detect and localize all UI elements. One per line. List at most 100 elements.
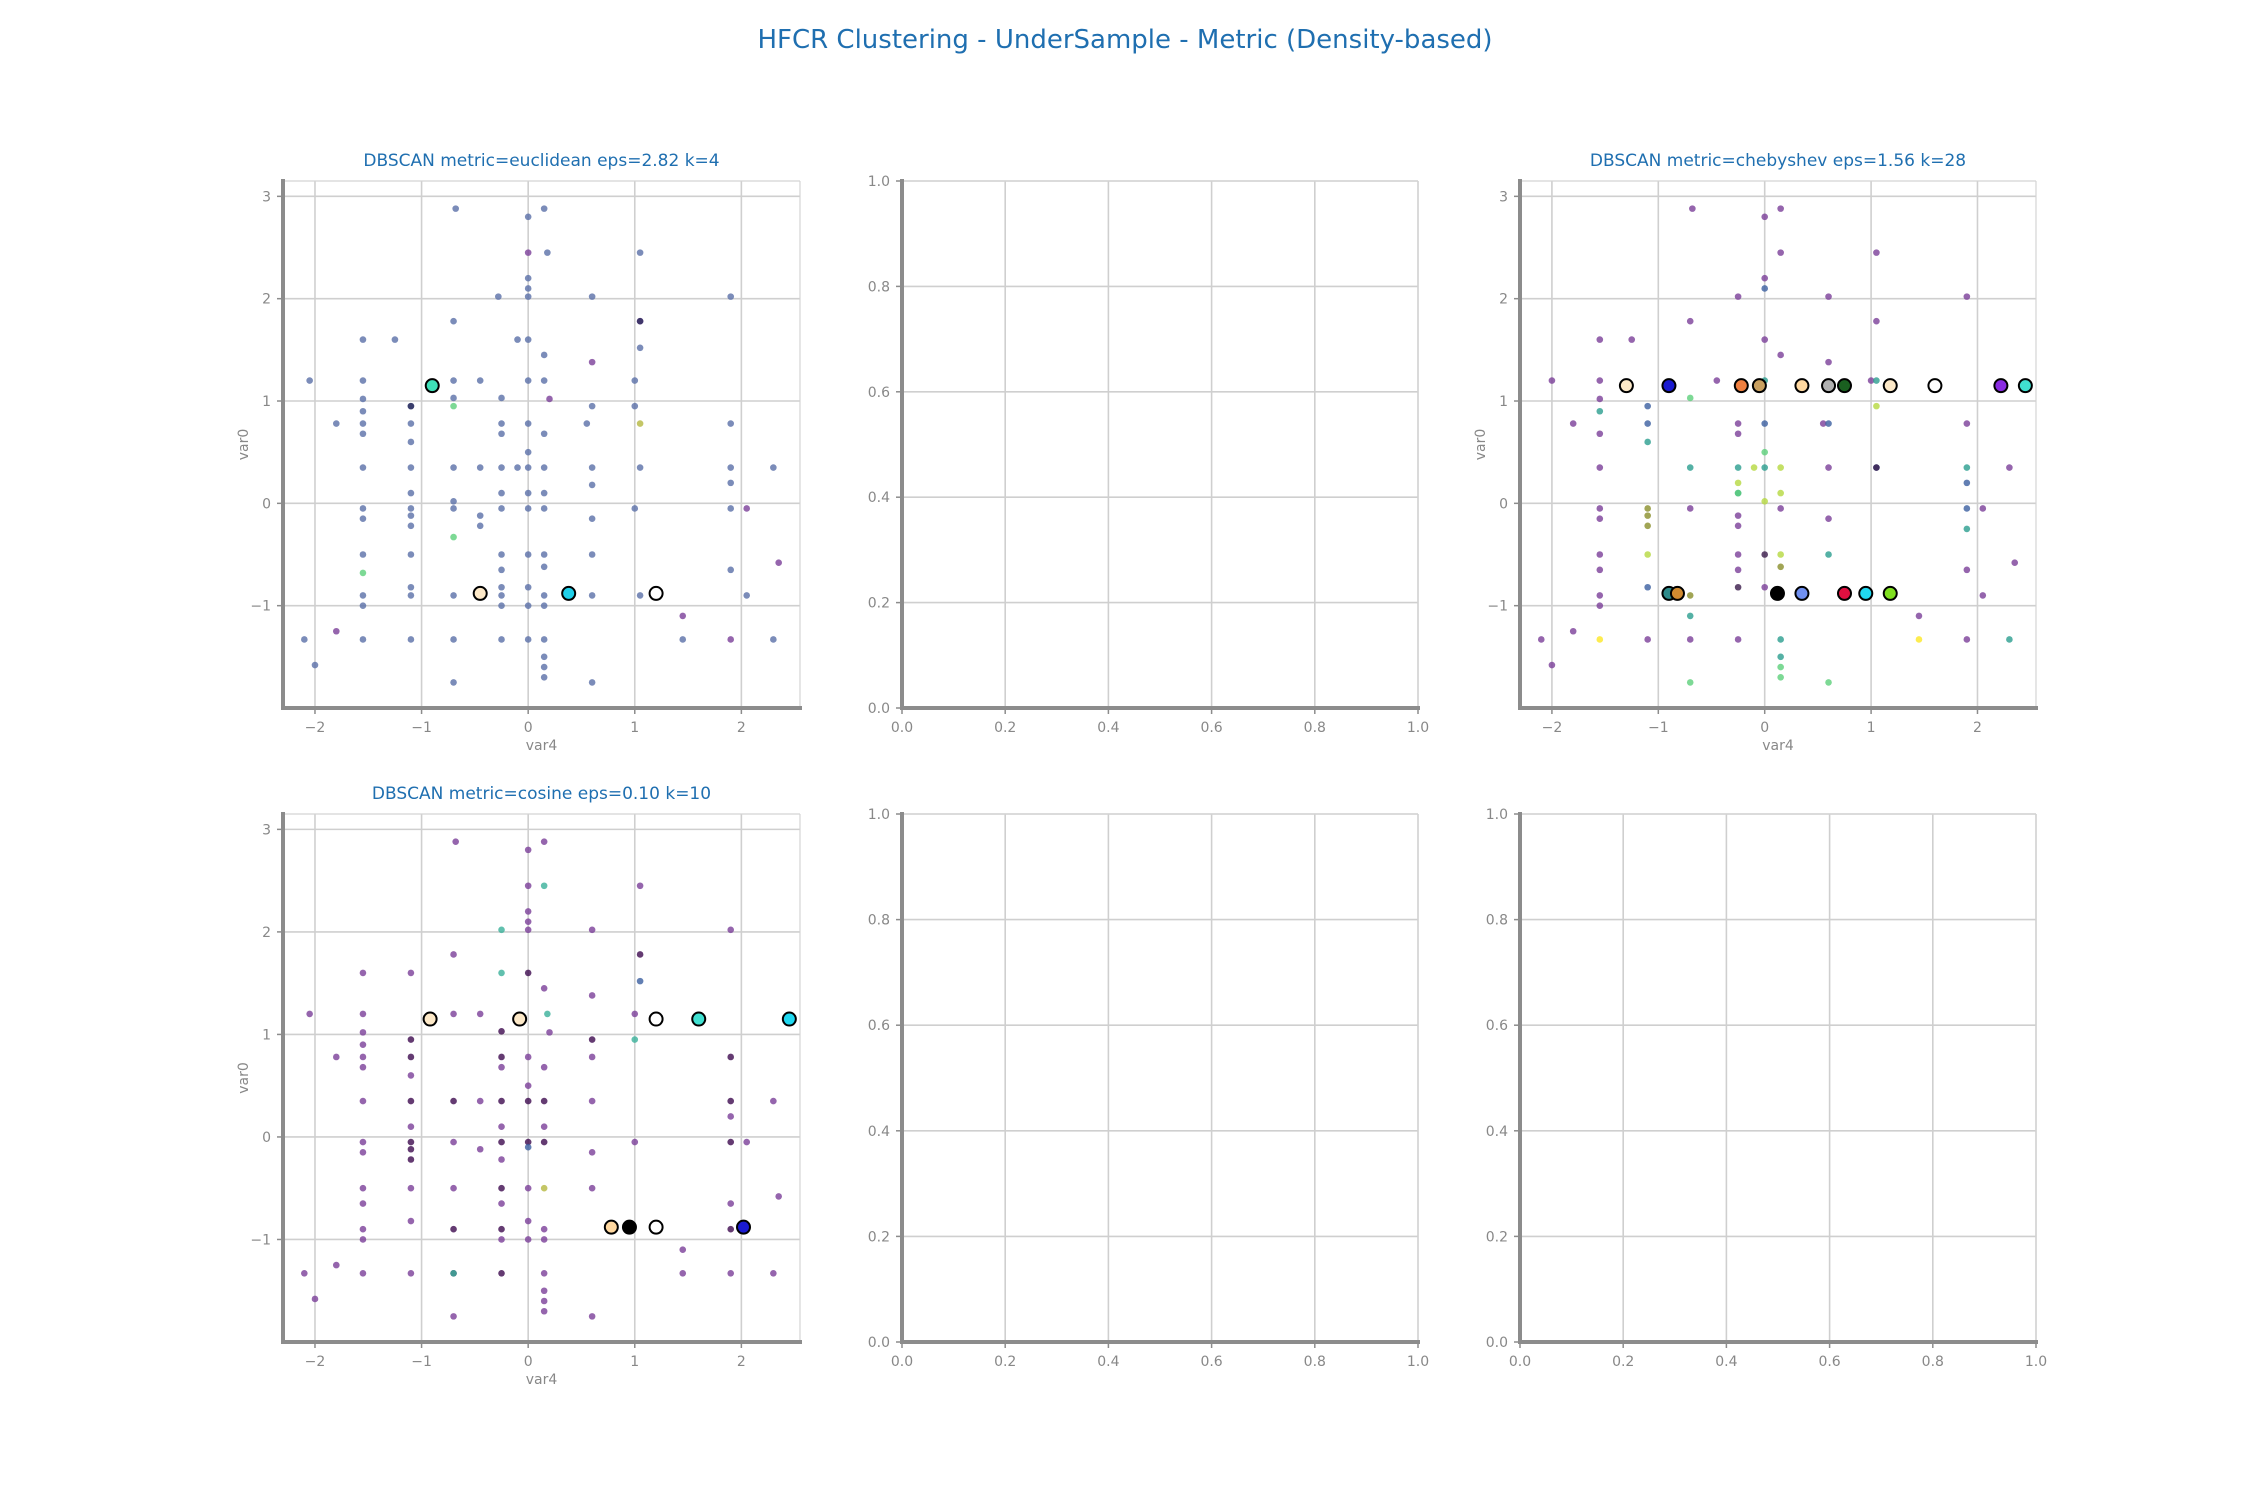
data-point <box>1873 464 1880 471</box>
data-point <box>524 448 532 456</box>
data-point <box>407 1184 415 1192</box>
data-point <box>1596 551 1604 558</box>
data-point <box>498 1028 505 1035</box>
x-tick-label: −1 <box>411 720 432 736</box>
data-point <box>1777 563 1784 571</box>
data-point <box>1628 336 1636 343</box>
data-point <box>1777 489 1784 497</box>
data-point <box>450 1313 457 1320</box>
cluster-centroid <box>603 1219 619 1235</box>
data-point <box>540 464 548 471</box>
data-point <box>359 602 367 609</box>
data-point <box>588 464 596 471</box>
subplot-5: 0.0 0.2 0.4 0.6 0.8 1.0 0.0 0.2 0.4 0.6 0.8 1.0 <box>868 807 1429 1370</box>
y-tick-label: 0.2 <box>868 1229 890 1245</box>
data-point <box>524 377 532 384</box>
data-point <box>1734 420 1742 427</box>
y-tick-label: −1 <box>1487 599 1508 615</box>
data-point <box>1777 636 1784 643</box>
cluster-centroid <box>1836 585 1852 601</box>
data-point <box>407 505 415 512</box>
data-point <box>407 1053 415 1061</box>
x-tick-label: 0.2 <box>1612 1354 1634 1370</box>
data-point <box>1596 602 1604 609</box>
data-point <box>1761 464 1769 471</box>
data-point <box>476 1145 484 1153</box>
data-point <box>407 583 415 591</box>
data-point <box>359 377 367 384</box>
data-point <box>588 358 596 366</box>
data-point <box>524 1138 532 1146</box>
y-tick-label: 1.0 <box>1486 807 1508 823</box>
data-point <box>450 497 457 505</box>
data-point <box>1963 636 1971 643</box>
data-point <box>450 1010 457 1018</box>
x-tick-label: −1 <box>1648 720 1669 736</box>
data-point <box>1686 679 1694 686</box>
data-point <box>311 1295 319 1303</box>
data-point <box>631 402 639 410</box>
data-point <box>498 420 505 427</box>
data-point <box>359 430 367 438</box>
data-point <box>636 344 644 352</box>
data-point <box>1825 515 1832 522</box>
x-tick-label: 0.8 <box>1304 1354 1326 1370</box>
data-point <box>1873 317 1880 325</box>
data-point <box>1537 636 1545 643</box>
data-point <box>727 636 735 643</box>
data-point <box>407 402 415 410</box>
x-tick-label: 0.0 <box>891 1354 913 1370</box>
data-point <box>498 505 505 512</box>
data-point <box>1596 464 1604 471</box>
data-point <box>588 293 596 300</box>
data-point <box>1644 583 1651 591</box>
data-point <box>359 336 367 343</box>
data-point <box>1873 402 1880 410</box>
data-point <box>636 317 644 325</box>
data-point <box>498 592 505 599</box>
y-tick-label: 1 <box>262 1027 271 1043</box>
data-point <box>332 627 340 635</box>
data-point <box>1963 420 1971 427</box>
cluster-centroid <box>2017 378 2033 394</box>
data-point <box>407 592 415 599</box>
data-point <box>407 636 415 643</box>
data-point <box>407 522 415 530</box>
data-point <box>1867 377 1875 384</box>
data-point <box>1761 285 1769 292</box>
data-point <box>544 249 551 256</box>
cluster-centroid <box>422 1011 438 1027</box>
data-point <box>450 1097 457 1105</box>
data-point <box>1734 479 1742 487</box>
data-point <box>588 1097 596 1105</box>
y-tick-label: −1 <box>250 599 271 615</box>
data-point <box>546 395 553 403</box>
data-point <box>524 882 532 890</box>
data-point <box>1825 293 1832 300</box>
cluster-centroid <box>1927 378 1943 394</box>
data-point <box>2006 464 2013 471</box>
data-point <box>1644 505 1651 512</box>
data-point <box>498 430 505 438</box>
y-tick-label: 0.0 <box>868 1335 890 1351</box>
cluster-centroid <box>1858 585 1874 601</box>
y-tick-label: 0.6 <box>868 1018 890 1034</box>
data-point <box>1686 394 1694 402</box>
y-tick-label: 0.4 <box>868 1124 890 1140</box>
data-point <box>727 1138 735 1146</box>
y-tick-label: 2 <box>262 292 271 308</box>
data-point <box>498 551 505 558</box>
data-point <box>743 592 751 599</box>
data-point <box>524 336 532 343</box>
data-point <box>540 1184 548 1192</box>
data-point <box>1873 377 1880 384</box>
data-point <box>727 1225 735 1233</box>
data-point <box>407 464 415 471</box>
data-point <box>498 1225 505 1233</box>
cluster-centroid <box>1794 585 1810 601</box>
figure-title: HFCR Clustering - UnderSample - Metric (… <box>757 25 1492 55</box>
data-point <box>407 551 415 558</box>
data-point <box>498 636 505 643</box>
data-point <box>540 1123 548 1130</box>
data-point <box>476 464 484 471</box>
